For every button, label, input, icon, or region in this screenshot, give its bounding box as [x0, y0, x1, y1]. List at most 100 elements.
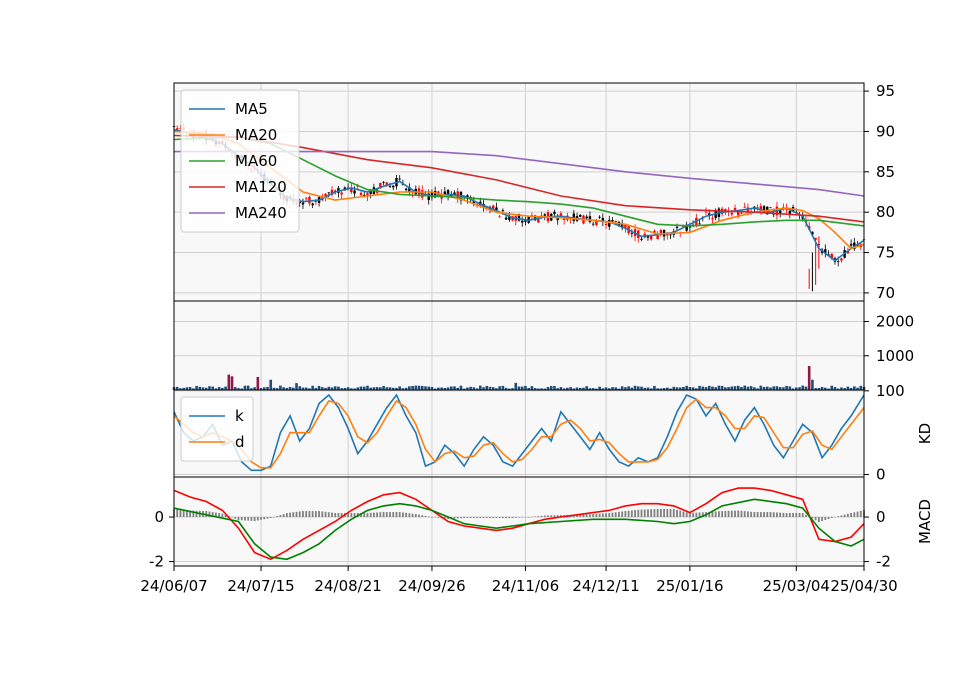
- candle-body-190: [785, 208, 788, 210]
- volume-bar-31: [272, 387, 276, 390]
- volume-bar-87: [453, 386, 456, 390]
- macd-hist-bar-44: [314, 511, 317, 518]
- volume-bar-36: [288, 386, 292, 390]
- panel-volume-background: [174, 301, 864, 390]
- macd-hist-bar-114: [540, 515, 543, 518]
- volume-bar-151: [659, 388, 663, 390]
- candle-body-183: [762, 206, 766, 213]
- macd-hist-bar-184: [766, 512, 769, 518]
- macd-hist-bar-119: [556, 515, 559, 518]
- candle-body-140: [624, 224, 627, 228]
- macd-hist-bar-151: [659, 509, 662, 518]
- volume-bar-148: [649, 388, 653, 390]
- candle-body-93: [472, 200, 476, 203]
- macd-hist-bar-49: [331, 512, 333, 518]
- x-tick-label-4: 24/11/06: [492, 577, 559, 595]
- macd-hist-bar-26: [256, 517, 259, 521]
- candle-body-207: [840, 258, 843, 261]
- volume-bar-34: [282, 387, 285, 390]
- volume-bar-210: [849, 387, 853, 390]
- macd-hist-bar-137: [614, 512, 617, 518]
- macd-hist-bar-212: [856, 511, 859, 518]
- candle-body-154: [669, 234, 672, 236]
- volume-bar-19: [233, 387, 237, 390]
- candle-body-163: [698, 223, 701, 225]
- candle-body-209: [846, 251, 850, 254]
- volume-bar-83: [440, 387, 443, 390]
- volume-bar-186: [772, 386, 776, 390]
- x-tick-label-1: 24/07/15: [227, 577, 294, 595]
- volume-bar-106: [514, 382, 518, 390]
- macd-hist-bar-205: [834, 517, 836, 518]
- candle-body-73: [408, 187, 411, 192]
- volume-bar-159: [685, 385, 688, 390]
- macd-hist-bar-155: [672, 509, 675, 518]
- macd-hist-bar-51: [337, 513, 340, 518]
- macd-hist-bar-84: [443, 517, 446, 519]
- volume-bar-91: [466, 387, 469, 390]
- candle-body-175: [737, 210, 740, 216]
- candle-body-139: [620, 224, 624, 228]
- volume-bar-70: [398, 386, 402, 390]
- macd-hist-bar-161: [692, 512, 695, 518]
- volume-bar-134: [604, 387, 608, 390]
- volume-bar-40: [301, 387, 305, 390]
- macd-hist-bar-32: [276, 516, 279, 518]
- macd-hist-bar-133: [601, 513, 604, 518]
- volume-bar-15: [221, 387, 224, 390]
- macd-hist-bar-176: [740, 510, 743, 518]
- macd-hist-bar-22: [244, 517, 246, 521]
- macd-hist-bar-1: [176, 509, 179, 518]
- macd-hist-bar-99: [492, 517, 495, 519]
- volume-bar-74: [411, 385, 414, 390]
- macd-hist-bar-46: [321, 511, 324, 518]
- macd-hist-bar-40: [302, 511, 304, 518]
- macd-hist-bar-140: [624, 511, 627, 518]
- candle-body-173: [730, 212, 734, 215]
- macd-hist-bar-23: [247, 517, 250, 521]
- volume-bar-141: [627, 386, 630, 390]
- macd-hist-bar-154: [669, 509, 672, 518]
- candle-body-43: [311, 203, 314, 206]
- macd-hist-bar-55: [350, 513, 353, 518]
- volume-bar-168: [714, 387, 717, 390]
- macd-hist-bar-91: [466, 517, 469, 519]
- macd-hist-bar-42: [308, 511, 311, 518]
- macd-hist-bar-27: [260, 517, 262, 520]
- line-ma20: [173, 130, 865, 250]
- macd-hist-bar-192: [792, 513, 794, 518]
- macd-hist-bar-153: [666, 509, 669, 518]
- macd-hist-bar-144: [637, 509, 640, 518]
- volume-bar-197: [807, 366, 811, 390]
- volume-bar-196: [804, 386, 808, 390]
- macd-hist-bar-141: [627, 510, 630, 518]
- candle-body-165: [704, 211, 708, 213]
- macd-hist-bar-132: [598, 513, 601, 518]
- volume-bar-157: [678, 387, 682, 390]
- volume-bar-104: [508, 388, 511, 390]
- volume-bar-77: [420, 385, 424, 390]
- macd-hist-bar-15: [221, 513, 224, 518]
- macd-hist-bar-3: [182, 509, 185, 518]
- volume-bar-178: [746, 386, 750, 390]
- volume-bar-123: [569, 387, 572, 390]
- candle-body-148: [649, 235, 653, 240]
- volume-bar-7: [195, 385, 198, 390]
- macd-hist-bar-130: [592, 514, 595, 518]
- volume-bar-204: [830, 385, 834, 390]
- volume-bar-184: [765, 386, 769, 390]
- volume-bar-58: [359, 386, 363, 390]
- volume-bar-166: [707, 385, 711, 390]
- volume-bar-138: [617, 388, 621, 390]
- volume-bar-183: [762, 386, 766, 390]
- volume-bar-89: [459, 385, 463, 390]
- line-macd-dif: [173, 487, 865, 561]
- volume-bar-129: [588, 388, 592, 390]
- macd-hist-bar-139: [621, 511, 624, 518]
- candle-body-52: [340, 192, 343, 195]
- macd-hist-bar-188: [779, 512, 782, 518]
- macd-hist-bar-59: [363, 513, 366, 518]
- volume-bar-122: [566, 387, 569, 390]
- volume-bar-86: [449, 386, 453, 390]
- candle-body-131: [595, 221, 598, 225]
